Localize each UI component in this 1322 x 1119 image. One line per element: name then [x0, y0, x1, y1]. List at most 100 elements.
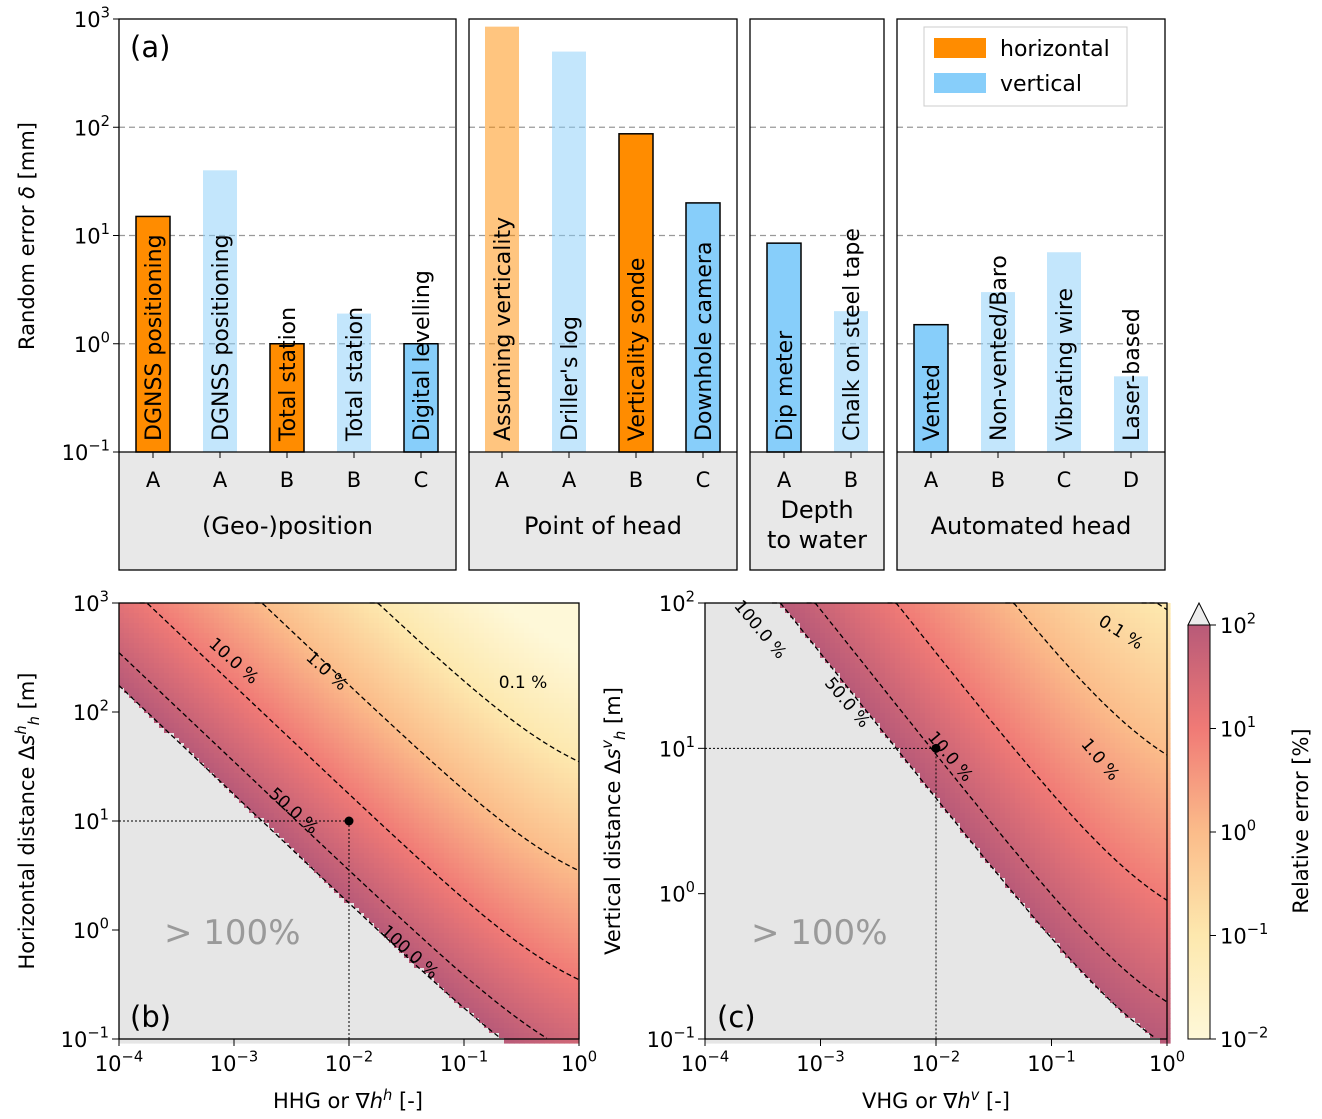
- contour-cell: [294, 603, 300, 609]
- contour-cell: [344, 833, 350, 839]
- contour-cell: [129, 748, 135, 754]
- contour-cell: [404, 813, 410, 819]
- contour-cell: [479, 713, 485, 719]
- contour-cell: [194, 803, 200, 809]
- contour-cell: [299, 683, 305, 689]
- x-tick-label: C: [414, 468, 429, 492]
- contour-cell: [194, 798, 200, 804]
- contour-cell: [474, 683, 480, 689]
- contour-cell: [534, 683, 540, 689]
- contour-cell: [539, 838, 545, 844]
- contour-cell: [304, 683, 310, 689]
- contour-cell: [474, 778, 480, 784]
- contour-cell: [484, 668, 490, 674]
- contour-cell: [199, 708, 205, 714]
- contour-cell: [414, 808, 420, 814]
- contour-cell: [344, 808, 350, 814]
- contour-cell: [494, 798, 500, 804]
- contour-cell: [239, 773, 245, 779]
- contour-cell: [544, 858, 550, 864]
- contour-cell: [464, 828, 470, 834]
- contour-cell: [349, 753, 355, 759]
- contour-cell: [519, 858, 525, 864]
- contour-cell: [564, 848, 570, 854]
- contour-cell: [399, 648, 405, 654]
- contour-cell: [559, 613, 565, 619]
- contour-cell: [444, 783, 450, 789]
- contour-cell: [169, 758, 175, 764]
- contour-cell: [559, 863, 565, 869]
- contour-cell: [394, 713, 400, 719]
- contour-cell: [304, 703, 310, 709]
- contour-cell: [324, 838, 330, 844]
- contour-cell: [574, 718, 580, 724]
- contour-cell: [129, 813, 135, 819]
- contour-cell: [299, 688, 305, 694]
- contour-cell: [424, 788, 430, 794]
- contour-cell: [364, 653, 370, 659]
- contour-cell: [509, 723, 515, 729]
- contour-cell: [369, 628, 375, 634]
- contour-cell: [234, 723, 240, 729]
- contour-cell: [329, 708, 335, 714]
- contour-cell: [559, 653, 565, 659]
- contour-cell: [159, 773, 165, 779]
- contour-cell: [144, 778, 150, 784]
- contour-cell: [164, 813, 170, 819]
- contour-cell: [189, 648, 195, 654]
- contour-cell: [354, 753, 360, 759]
- contour-cell: [314, 648, 320, 654]
- contour-cell: [514, 633, 520, 639]
- contour-cell: [299, 773, 305, 779]
- contour-cell: [454, 728, 460, 734]
- contour-cell: [214, 768, 220, 774]
- contour-cell: [554, 763, 560, 769]
- contour-cell: [354, 728, 360, 734]
- contour-cell: [549, 858, 555, 864]
- contour-cell: [464, 693, 470, 699]
- contour-cell: [454, 798, 460, 804]
- contour-cell: [494, 753, 500, 759]
- contour-cell: [329, 808, 335, 814]
- contour-cell: [404, 733, 410, 739]
- contour-cell: [494, 708, 500, 714]
- contour-cell: [364, 633, 370, 639]
- contour-cell: [559, 628, 565, 634]
- contour-cell: [544, 848, 550, 854]
- contour-cell: [479, 788, 485, 794]
- contour-cell: [229, 758, 235, 764]
- contour-cell: [309, 813, 315, 819]
- contour-cell: [319, 858, 325, 864]
- contour-cell: [119, 628, 125, 634]
- contour-cell: [174, 653, 180, 659]
- contour-cell: [384, 653, 390, 659]
- contour-cell: [229, 838, 235, 844]
- contour-cell: [489, 623, 495, 629]
- contour-cell: [569, 743, 575, 749]
- contour-cell: [549, 653, 555, 659]
- contour-cell: [264, 673, 270, 679]
- contour-cell: [449, 703, 455, 709]
- contour-cell: [549, 838, 555, 844]
- contour-cell: [474, 733, 480, 739]
- contour-cell: [169, 793, 175, 799]
- contour-cell: [134, 768, 140, 774]
- contour-cell: [209, 758, 215, 764]
- contour-cell: [194, 773, 200, 779]
- contour-cell: [199, 633, 205, 639]
- contour-cell: [134, 718, 140, 724]
- contour-cell: [159, 683, 165, 689]
- contour-cell: [194, 758, 200, 764]
- contour-cell: [299, 818, 305, 824]
- contour-cell: [259, 733, 265, 739]
- contour-cell: [239, 608, 245, 614]
- contour-cell: [124, 713, 130, 719]
- contour-cell: [304, 728, 310, 734]
- contour-cell: [154, 798, 160, 804]
- contour-cell: [509, 658, 515, 664]
- contour-cell: [284, 713, 290, 719]
- contour-cell: [444, 613, 450, 619]
- contour-cell: [449, 613, 455, 619]
- contour-cell: [134, 623, 140, 629]
- contour-cell: [549, 843, 555, 849]
